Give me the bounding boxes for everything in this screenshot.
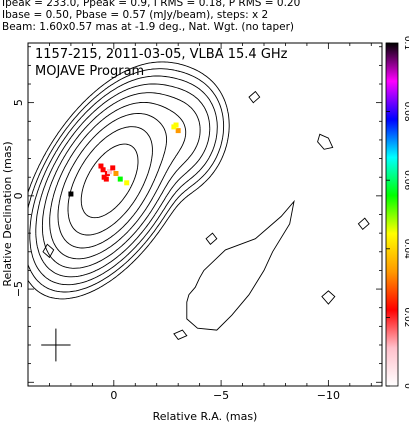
pol-pixel <box>98 163 104 169</box>
header-line: Ibase = 0.50, Pbase = 0.57 (mJy/beam), s… <box>2 9 269 21</box>
x-tick-label: −5 <box>213 389 229 402</box>
colorbar-label: 0.1 <box>402 36 409 50</box>
pol-pixel <box>68 191 74 197</box>
colorbar-labels: 0 0.02 0.04 0.06 0.08 0.1 <box>386 36 409 389</box>
polarization-layer <box>68 122 181 197</box>
header-line: Ipeak = 233.0, Ppeak = 0.9, I RMS = 0.18… <box>2 0 301 9</box>
colorbar-label: 0.06 <box>402 170 409 190</box>
contour-layer <box>28 61 370 340</box>
x-tick-label: −10 <box>317 389 340 402</box>
x-axis-label: Relative R.A. (mas) <box>153 410 258 423</box>
colorbar-label: 0.02 <box>402 307 409 327</box>
y-tick-label: 0 <box>12 192 25 199</box>
noise-contour <box>42 243 55 259</box>
contour-level <box>67 126 153 236</box>
contour-level <box>35 83 211 278</box>
contour-level <box>80 143 139 219</box>
pol-pixel <box>175 128 181 134</box>
beam-marker <box>41 328 71 362</box>
noise-contour <box>248 90 261 104</box>
plot-subtitle: MOJAVE Program <box>35 64 144 79</box>
plot-title: 1157-215, 2011-03-05, VLBA 15.4 GHz <box>35 47 288 62</box>
colorbar-label: 0.08 <box>402 102 409 122</box>
axis-ticks: 0 −5 −10 5 0 −5 <box>12 43 382 402</box>
x-tick-label: 0 <box>110 389 117 402</box>
pol-pixel <box>117 176 123 182</box>
noise-contour <box>321 290 336 305</box>
pol-pixel <box>113 170 119 176</box>
contour-level <box>57 113 168 249</box>
noise-contour <box>317 133 334 150</box>
contour-level <box>49 101 187 260</box>
noise-contour <box>205 232 218 245</box>
pol-pixel <box>110 165 116 171</box>
noise-contour <box>173 329 188 340</box>
contour-level <box>41 92 201 269</box>
noise-contour <box>357 217 370 231</box>
colorbar <box>385 42 399 387</box>
colorbar-label: 0 <box>402 383 409 389</box>
pol-pixel <box>124 180 130 186</box>
header-line: Beam: 1.60x0.57 mas at -1.9 deg., Nat. W… <box>2 21 295 33</box>
y-axis-label: Relative Declination (mas) <box>1 141 14 286</box>
contour-level <box>28 68 225 293</box>
pol-pixel <box>103 176 109 182</box>
y-tick-label: 5 <box>12 99 25 106</box>
pol-pixel <box>100 167 106 173</box>
pol-pixel <box>107 169 113 175</box>
contour-level <box>28 61 230 300</box>
pol-pixel <box>171 124 177 130</box>
jet-contour <box>186 199 295 331</box>
y-tick-label: −5 <box>12 281 25 297</box>
colorbar-label: 0.04 <box>402 239 409 259</box>
contour-level <box>29 75 218 286</box>
